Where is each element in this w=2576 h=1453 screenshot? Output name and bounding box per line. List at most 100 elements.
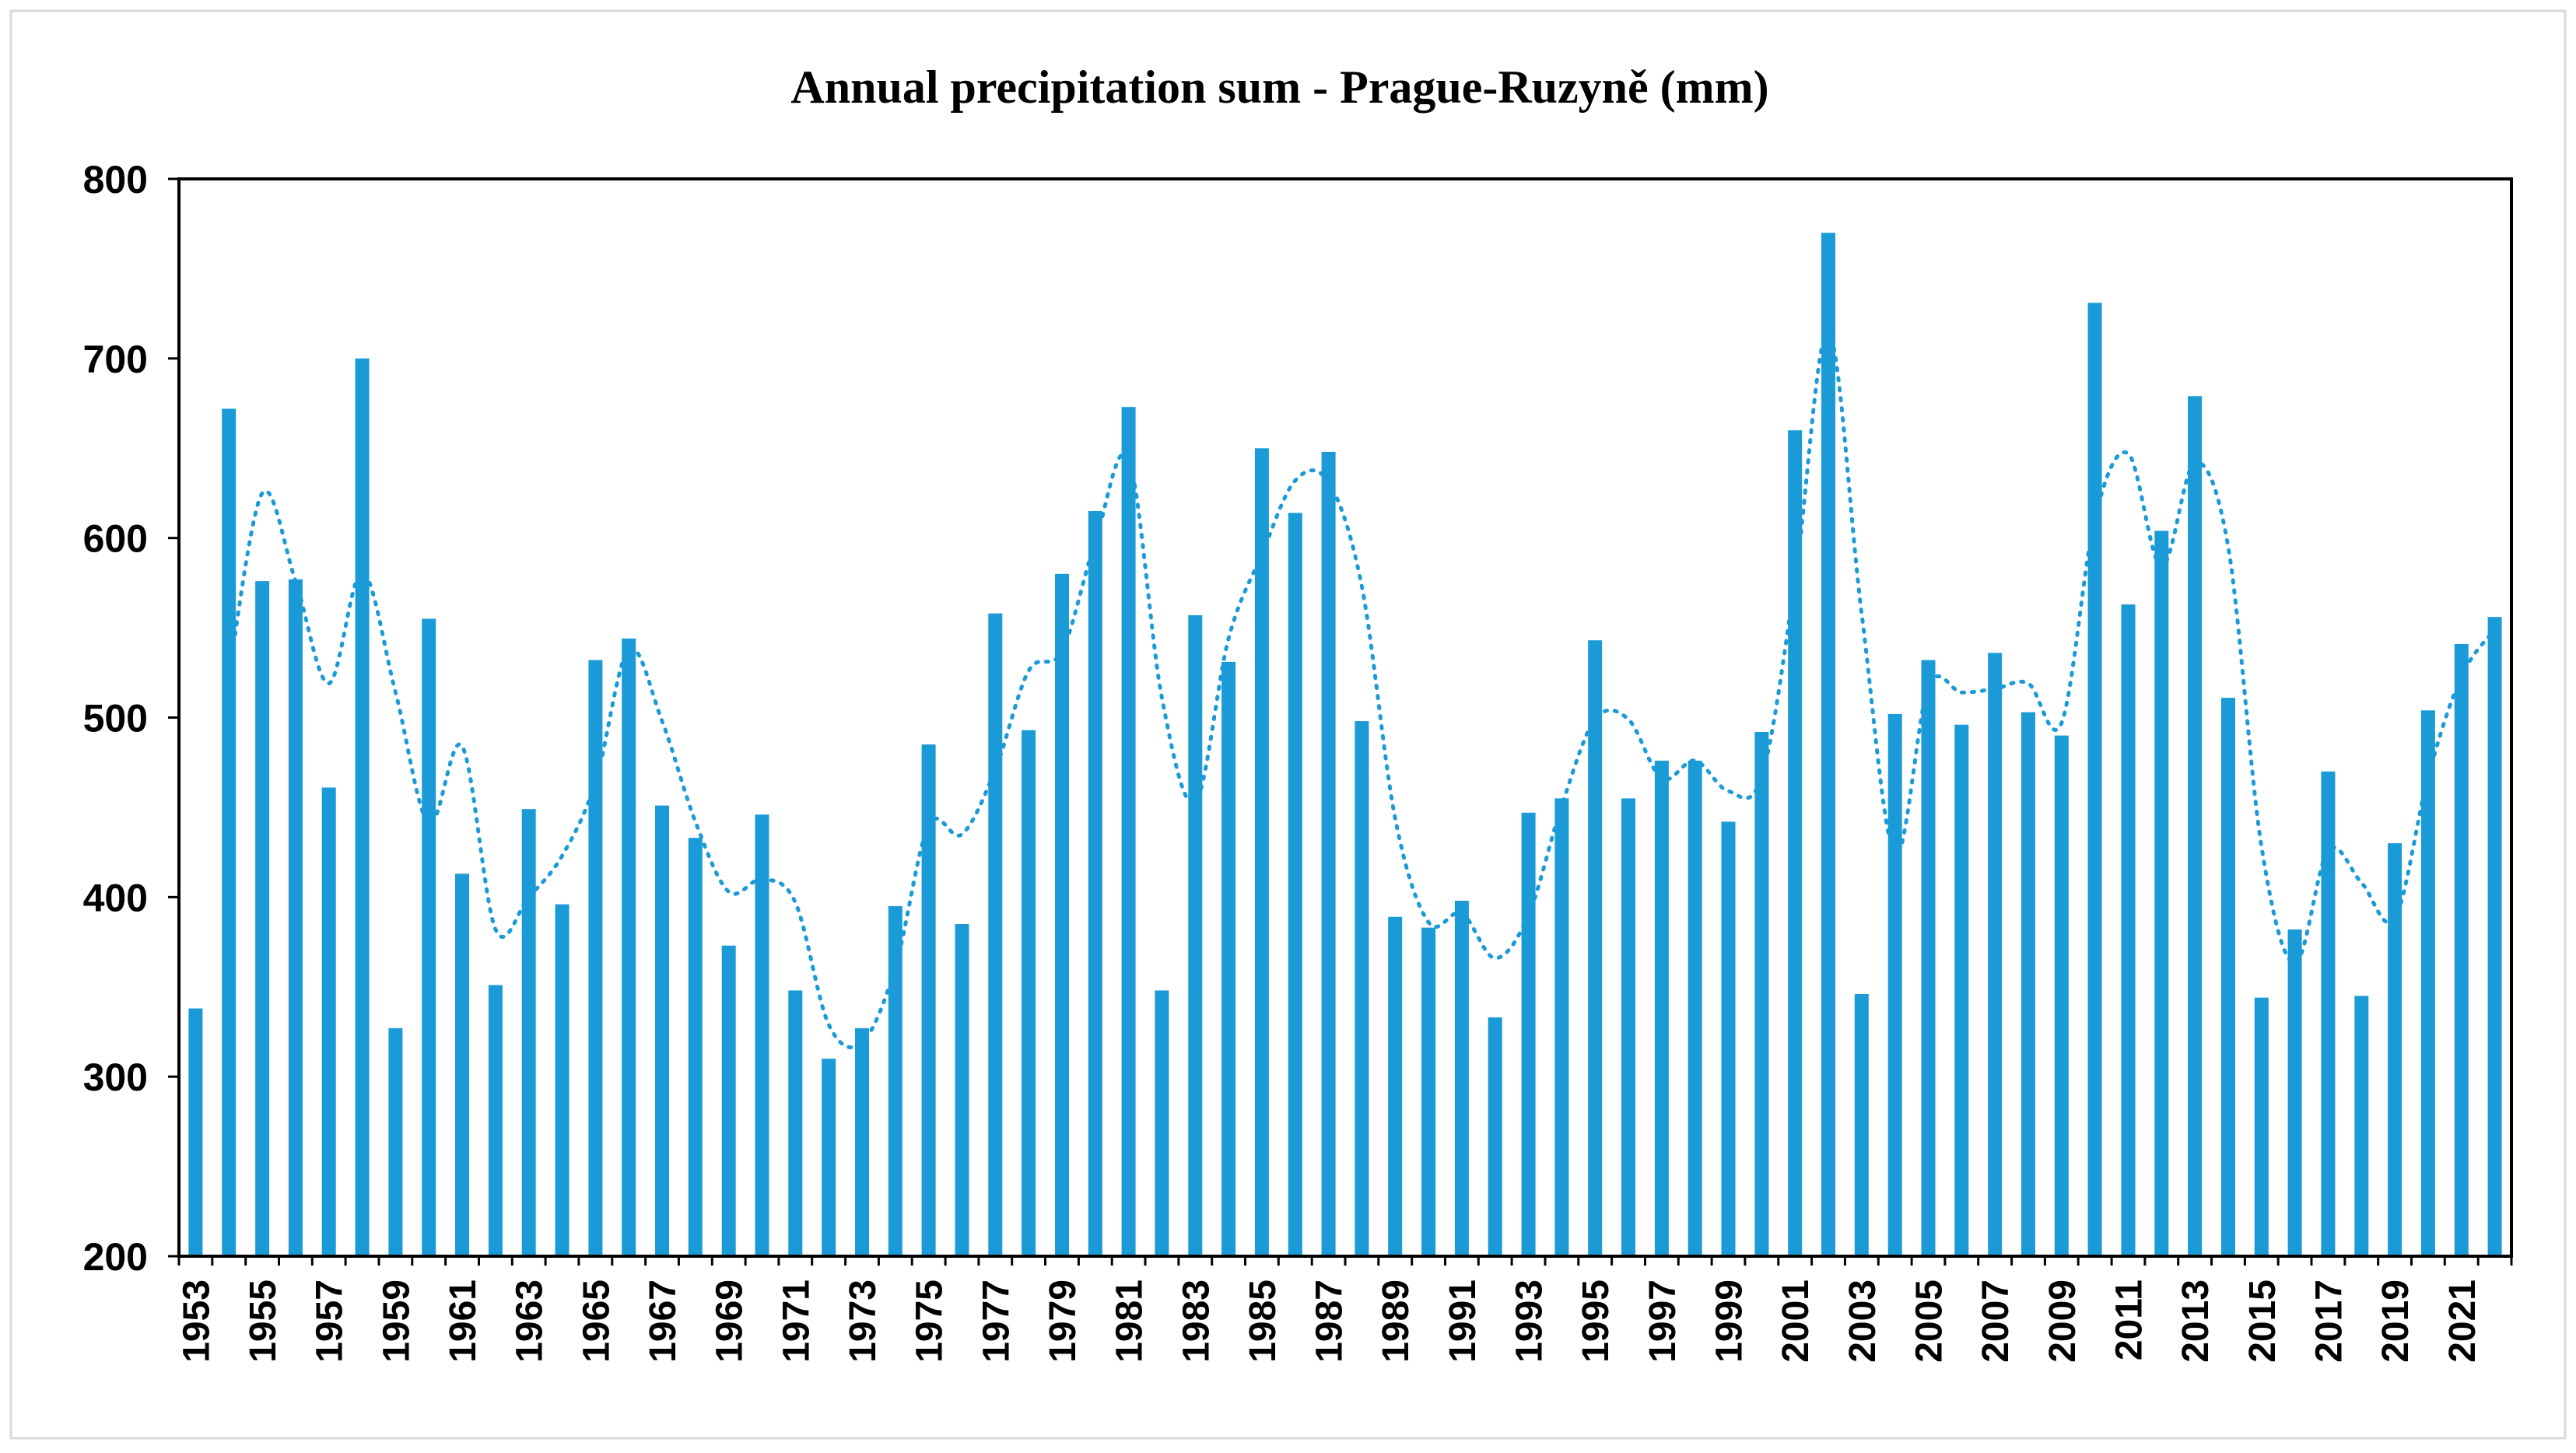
x-tick-label-1957: 1957 [310,1280,351,1363]
bar-1955 [255,581,270,1256]
bar-1963 [521,809,536,1256]
bar-1956 [288,579,303,1256]
bar-1992 [1488,1017,1502,1256]
bar-1998 [1688,760,1702,1256]
bar-1969 [721,945,736,1256]
y-tick-label-800: 800 [83,158,148,201]
y-axis: 200 300 400 500 600 700 800 [83,158,179,1279]
x-tick-label-1965: 1965 [576,1280,617,1363]
x-tick-label-1969: 1969 [710,1280,751,1363]
bar-2013 [2188,396,2203,1256]
bar-1976 [955,924,969,1256]
bar-1960 [422,618,436,1256]
x-tick-label-1967: 1967 [643,1280,684,1363]
bar-2017 [2321,771,2336,1257]
x-tick-label-1959: 1959 [376,1280,417,1363]
x-tick-label-2001: 2001 [1775,1280,1817,1363]
moving-average-line [226,329,2497,1049]
bar-1953 [188,1008,203,1256]
bar-1984 [1221,661,1236,1256]
x-tick-label-1981: 1981 [1109,1280,1151,1363]
x-tick-label-2011: 2011 [2109,1280,2150,1360]
bar-1977 [988,613,1003,1256]
bar-2011 [2121,604,2136,1256]
bar-2005 [1921,660,1936,1256]
bar-2020 [2420,710,2435,1256]
bar-2006 [1954,724,1969,1256]
bar-1966 [622,638,636,1256]
x-tick-label-1955: 1955 [243,1280,284,1363]
bar-1988 [1355,721,1369,1256]
x-tick-label-2009: 2009 [2042,1280,2084,1363]
bar-1981 [1121,407,1136,1257]
bar-1958 [355,358,370,1256]
bar-2009 [2054,735,2069,1256]
x-tick-label-1977: 1977 [976,1280,1017,1363]
x-tick-label-1995: 1995 [1575,1280,1617,1363]
bar-1973 [855,1028,869,1256]
bar-2010 [2087,303,2102,1256]
bar-1985 [1254,448,1269,1257]
bar-2000 [1754,732,1769,1256]
bar-1975 [921,744,936,1256]
x-tick-label-1953: 1953 [176,1280,217,1363]
x-tick-label-1971: 1971 [776,1280,817,1363]
bar-1968 [688,838,703,1256]
bar-2019 [2388,843,2403,1256]
bar-1982 [1155,990,1169,1256]
bar-1962 [488,985,503,1256]
bar-2014 [2221,698,2235,1256]
x-tick-label-1963: 1963 [510,1280,551,1363]
y-tick-label-700: 700 [83,338,148,381]
x-tick-label-1989: 1989 [1376,1280,1417,1363]
x-tick-label-2007: 2007 [1975,1280,2017,1363]
bar-1970 [755,814,769,1256]
bar-1980 [1088,511,1102,1256]
bars-layer [188,233,2502,1257]
bar-1959 [388,1028,403,1256]
bar-1986 [1288,513,1302,1256]
bar-2008 [2021,712,2035,1256]
bar-1996 [1621,798,1635,1256]
x-tick-label-2015: 2015 [2242,1280,2283,1363]
bar-2022 [2487,617,2502,1256]
x-tick-label-1991: 1991 [1442,1280,1484,1363]
bar-1967 [655,805,669,1256]
bar-2007 [1988,653,2003,1256]
y-tick-label-400: 400 [83,876,148,919]
x-tick-label-1979: 1979 [1043,1280,1084,1363]
chart-frame [9,9,2567,1440]
x-tick-label-2013: 2013 [2175,1280,2217,1363]
x-tick-label-1975: 1975 [909,1280,951,1363]
bar-1961 [455,874,469,1256]
bar-1983 [1188,614,1203,1256]
x-tick-label-2017: 2017 [2308,1280,2350,1363]
x-tick-label-1999: 1999 [1709,1280,1751,1363]
x-tick-label-1993: 1993 [1509,1280,1551,1363]
bar-1994 [1554,798,1569,1256]
x-tick-label-1997: 1997 [1642,1280,1684,1363]
chart-title: Annual precipitation sum - Prague-Ruzyně… [790,61,1768,113]
bar-2016 [2287,929,2302,1256]
bar-1971 [788,990,803,1256]
bar-2012 [2154,530,2169,1256]
bar-1957 [321,787,336,1256]
bar-1991 [1454,901,1469,1256]
x-tick-label-2005: 2005 [1909,1280,1950,1363]
bar-2004 [1887,713,1902,1256]
bar-2021 [2454,643,2469,1256]
x-axis: 1953 1955 1957 1959 1961 1963 1965 1967 1969 1971… [176,1256,2513,1363]
bar-1995 [1588,640,1603,1256]
x-tick-label-1987: 1987 [1309,1280,1351,1363]
bar-1990 [1421,927,1436,1256]
bar-1999 [1721,821,1736,1256]
y-tick-label-600: 600 [83,517,148,561]
x-tick-label-1983: 1983 [1176,1280,1217,1363]
y-tick-label-300: 300 [83,1056,148,1099]
bar-1972 [822,1059,836,1256]
bar-1978 [1022,730,1036,1256]
x-tick-label-1961: 1961 [443,1280,484,1363]
x-tick-label-1973: 1973 [843,1280,884,1363]
